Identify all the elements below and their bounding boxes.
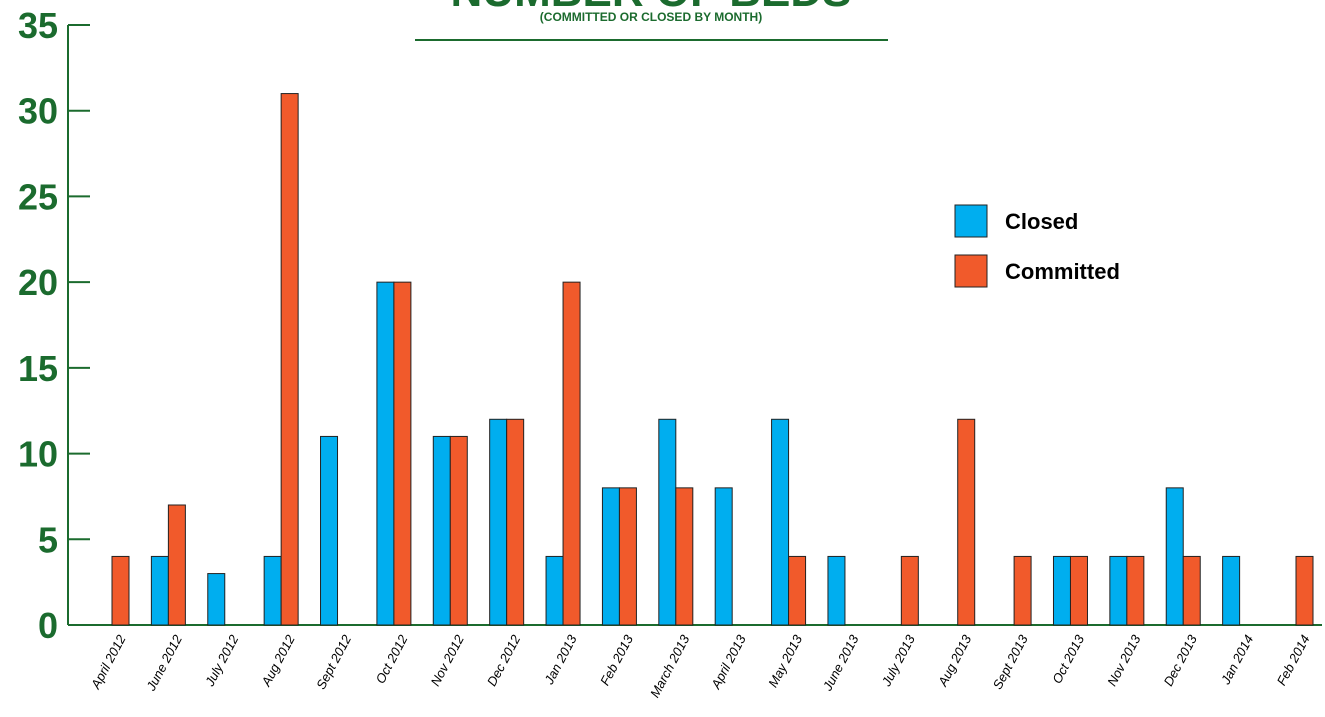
legend: Closed Committed [954, 204, 1120, 288]
bar-committed [1126, 555, 1145, 626]
bar-committed [1069, 555, 1088, 626]
x-tick-label: Aug 2013 [935, 632, 975, 690]
bar-committed [1013, 555, 1032, 626]
bar-committed [280, 93, 299, 626]
x-tick-label: July 2013 [878, 632, 918, 690]
x-tick-label: Nov 2012 [428, 632, 468, 689]
bar-committed [449, 435, 468, 626]
x-tick-label: May 2013 [765, 632, 805, 690]
bar-committed [788, 555, 807, 626]
bar-committed [1182, 555, 1201, 626]
chart-subtitle: (COMMITTED OR CLOSED BY MONTH) [540, 10, 762, 24]
bar-closed [320, 435, 339, 626]
y-tick-label: 15 [18, 348, 58, 389]
bar-closed [263, 555, 282, 626]
bar-committed [675, 487, 694, 626]
x-tick-label: April 2013 [708, 632, 750, 692]
bar-closed [658, 418, 677, 626]
y-tick-label: 20 [18, 262, 58, 303]
bar-closed [771, 418, 790, 626]
y-tick-label: 25 [18, 176, 58, 217]
legend-label-committed: Committed [1005, 259, 1120, 284]
legend-swatch-closed [954, 204, 988, 238]
bar-committed [506, 418, 525, 626]
x-tick-label: Dec 2012 [484, 632, 524, 689]
bar-committed [393, 281, 412, 626]
x-tick-label: Jan 2014 [1217, 632, 1256, 687]
bar-closed [601, 487, 620, 626]
x-tick-label: Aug 2012 [258, 632, 298, 690]
bar-closed [1222, 555, 1241, 626]
bar-committed [957, 418, 976, 626]
bar-closed [150, 555, 169, 626]
bar-closed [432, 435, 451, 626]
plot-area: 0 5 10 15 20 25 30 35 April 2012 June 2012 July 20… [18, 5, 1322, 700]
x-tick-label: Oct 2012 [373, 632, 411, 686]
y-tick-label: 5 [38, 519, 58, 560]
bar-closed [1165, 487, 1184, 626]
legend-label-closed: Closed [1005, 209, 1078, 234]
bar-closed [489, 418, 508, 626]
y-tick-label: 10 [18, 434, 58, 475]
bar-committed [562, 281, 581, 626]
y-tick-label: 30 [18, 91, 58, 132]
bar-closed [376, 281, 395, 626]
legend-swatch-committed [954, 254, 988, 288]
x-tick-label: Feb 2014 [1274, 632, 1313, 688]
bar-committed [900, 555, 919, 626]
bar-committed [1295, 555, 1314, 626]
y-tick-label: 35 [18, 5, 58, 46]
bar-closed [207, 573, 226, 626]
x-tick-label: Feb 2013 [597, 632, 636, 688]
x-tick-label: Dec 2013 [1161, 632, 1201, 689]
x-tick-label: June 2013 [819, 632, 862, 694]
chart-title: NUMBER OF BEDS [451, 0, 852, 16]
bar-closed [1052, 555, 1071, 626]
x-tick-label: July 2012 [202, 632, 242, 690]
x-tick-label: March 2013 [647, 632, 693, 700]
x-tick-label: June 2012 [143, 632, 186, 694]
x-tick-label: Jan 2013 [541, 632, 580, 688]
bar-committed [111, 555, 130, 626]
x-tick-label: Oct 2013 [1049, 632, 1087, 686]
x-tick-label: April 2012 [87, 632, 129, 692]
x-tick-label: Nov 2013 [1104, 632, 1144, 689]
bar-committed [167, 504, 186, 626]
bar-committed [618, 487, 637, 626]
bar-closed [714, 487, 733, 626]
bar-closed [1109, 555, 1128, 626]
x-tick-label: Sept 2012 [313, 632, 354, 692]
bar-closed [827, 555, 846, 626]
x-tick-label: Sept 2013 [990, 632, 1031, 692]
y-tick-label: 0 [38, 605, 58, 646]
bar-closed [545, 555, 564, 626]
